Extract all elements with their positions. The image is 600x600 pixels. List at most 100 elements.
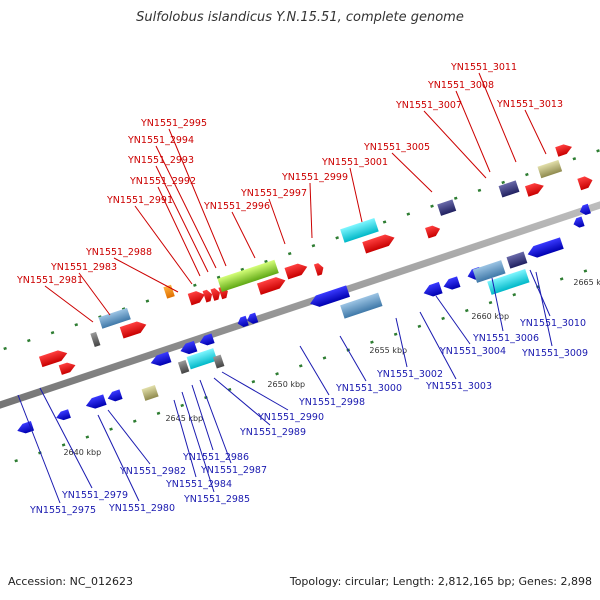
gene-label-YN1551_3007: YN1551_3007 bbox=[395, 100, 462, 111]
leader-line bbox=[395, 317, 408, 368]
leader-line bbox=[168, 128, 227, 267]
gene-label-YN1551_2994: YN1551_2994 bbox=[127, 135, 194, 146]
leader-line bbox=[199, 379, 232, 464]
gene-label-YN1551_2992: YN1551_2992 bbox=[129, 176, 196, 187]
gene-glyph-8 bbox=[187, 291, 205, 306]
gene-glyph-39 bbox=[310, 285, 350, 307]
gene-glyph-19 bbox=[437, 199, 457, 216]
gene-glyph-34 bbox=[177, 360, 190, 374]
gene-glyph-42 bbox=[443, 276, 461, 290]
gene-label-YN1551_3004: YN1551_3004 bbox=[439, 346, 506, 357]
gene-labels: YN1551_2981 YN1551_2983 YN1551_2988 YN1551_… bbox=[16, 62, 588, 516]
gene-glyph-15 bbox=[313, 263, 324, 276]
leader-line bbox=[529, 269, 551, 317]
leader-line bbox=[157, 186, 201, 277]
accession-text: Accession: NC_012623 bbox=[8, 575, 134, 588]
gene-label-YN1551_2979: YN1551_2979 bbox=[61, 490, 128, 501]
gene-label-YN1551_3009: YN1551_3009 bbox=[521, 348, 588, 359]
leader-line bbox=[213, 377, 271, 426]
gene-label-YN1551_2983: YN1551_2983 bbox=[50, 262, 117, 273]
gene-glyph-28 bbox=[85, 394, 107, 409]
kbp-marker-2665: 2665 kbp bbox=[573, 278, 600, 287]
gene-label-YN1551_2984: YN1551_2984 bbox=[165, 479, 232, 490]
gene-label-YN1551_2993: YN1551_2993 bbox=[127, 155, 194, 166]
gene-glyph-33 bbox=[199, 333, 215, 346]
gene-glyph-23 bbox=[555, 144, 572, 157]
leader-line bbox=[419, 311, 457, 380]
genome-backbone bbox=[0, 201, 600, 409]
gene-label-YN1551_2996: YN1551_2996 bbox=[203, 201, 270, 212]
leader-line bbox=[44, 285, 94, 323]
gene-glyph-37 bbox=[237, 315, 249, 327]
leader-line bbox=[17, 394, 61, 504]
gene-label-YN1551_3008: YN1551_3008 bbox=[427, 80, 494, 91]
gene-label-YN1551_3013: YN1551_3013 bbox=[496, 99, 563, 110]
gene-glyph-48 bbox=[573, 216, 585, 228]
gene-label-YN1551_3005: YN1551_3005 bbox=[363, 142, 430, 153]
gene-label-YN1551_2990: YN1551_2990 bbox=[257, 412, 324, 423]
gene-label-YN1551_2981: YN1551_2981 bbox=[16, 275, 83, 286]
gene-glyph-5 bbox=[119, 321, 147, 339]
gene-label-YN1551_3003: YN1551_3003 bbox=[425, 381, 492, 392]
gene-glyph-30 bbox=[141, 385, 159, 401]
gene-glyph-10 bbox=[210, 288, 220, 301]
gene-glyph-26 bbox=[17, 421, 35, 434]
leader-line bbox=[97, 414, 140, 502]
gene-label-YN1551_3010: YN1551_3010 bbox=[519, 318, 586, 329]
leader-line bbox=[173, 399, 197, 478]
gene-glyph-6 bbox=[90, 331, 101, 348]
gene-glyph-45 bbox=[487, 268, 530, 295]
leader-line bbox=[491, 277, 504, 332]
gene-glyph-32 bbox=[180, 340, 198, 355]
gene-label-YN1551_3002: YN1551_3002 bbox=[376, 369, 443, 380]
gene-glyph-12 bbox=[217, 259, 279, 293]
leader-line bbox=[309, 182, 313, 239]
gene-glyph-4 bbox=[98, 307, 131, 329]
gene-label-YN1551_2986: YN1551_2986 bbox=[182, 452, 249, 463]
gene-glyph-18 bbox=[425, 225, 441, 239]
gene-glyph-49 bbox=[579, 203, 591, 216]
gene-label-YN1551_3001: YN1551_3001 bbox=[321, 157, 388, 168]
gene-label-YN1551_2991: YN1551_2991 bbox=[106, 195, 173, 206]
leader-line bbox=[299, 345, 330, 396]
map-title: Sulfolobus islandicus Y.N.15.51, complet… bbox=[136, 10, 464, 25]
leader-line bbox=[455, 90, 491, 173]
gene-label-YN1551_2987: YN1551_2987 bbox=[200, 465, 267, 476]
kbp-marker-2640: 2640 kbp bbox=[63, 448, 101, 457]
leader-line bbox=[39, 387, 93, 489]
gene-label-YN1551_3000: YN1551_3000 bbox=[335, 383, 402, 394]
leader-line bbox=[231, 211, 256, 259]
kbp-marker-2645: 2645 kbp bbox=[165, 414, 203, 423]
leader-line bbox=[339, 335, 367, 382]
leader-line bbox=[155, 165, 209, 273]
leader-line bbox=[435, 295, 471, 345]
gene-label-YN1551_2995: YN1551_2995 bbox=[140, 118, 207, 129]
leader-line bbox=[391, 152, 433, 193]
leader-line bbox=[107, 409, 151, 465]
gene-glyph-46 bbox=[506, 251, 528, 269]
leader-line bbox=[268, 198, 286, 245]
gene-label-YN1551_2985: YN1551_2985 bbox=[183, 494, 250, 505]
gene-label-YN1551_3006: YN1551_3006 bbox=[472, 333, 539, 344]
gene-glyph-17 bbox=[362, 234, 395, 254]
gene-glyph-47 bbox=[527, 237, 564, 258]
gene-glyph-29 bbox=[107, 389, 123, 402]
gene-label-YN1551_3011: YN1551_3011 bbox=[450, 62, 517, 73]
gene-glyph-41 bbox=[423, 281, 443, 297]
gene-label-YN1551_2988: YN1551_2988 bbox=[85, 247, 152, 258]
gene-glyph-40 bbox=[340, 292, 383, 319]
kbp-marker-2655: 2655 kbp bbox=[369, 346, 407, 355]
gene-glyph-22 bbox=[537, 159, 563, 179]
leader-line bbox=[423, 110, 487, 179]
leader-line bbox=[134, 205, 193, 285]
kbp-marker-2650: 2650 kbp bbox=[267, 380, 305, 389]
leader-line bbox=[221, 371, 289, 411]
gene-label-YN1551_2975: YN1551_2975 bbox=[29, 505, 96, 516]
gene-glyph-44 bbox=[472, 260, 506, 283]
leader-line bbox=[535, 271, 553, 347]
tick-row-reverse bbox=[0, 264, 600, 468]
genome-summary-text: Topology: circular; Length: 2,812,165 bp… bbox=[289, 575, 592, 588]
gene-label-YN1551_2982: YN1551_2982 bbox=[119, 466, 186, 477]
